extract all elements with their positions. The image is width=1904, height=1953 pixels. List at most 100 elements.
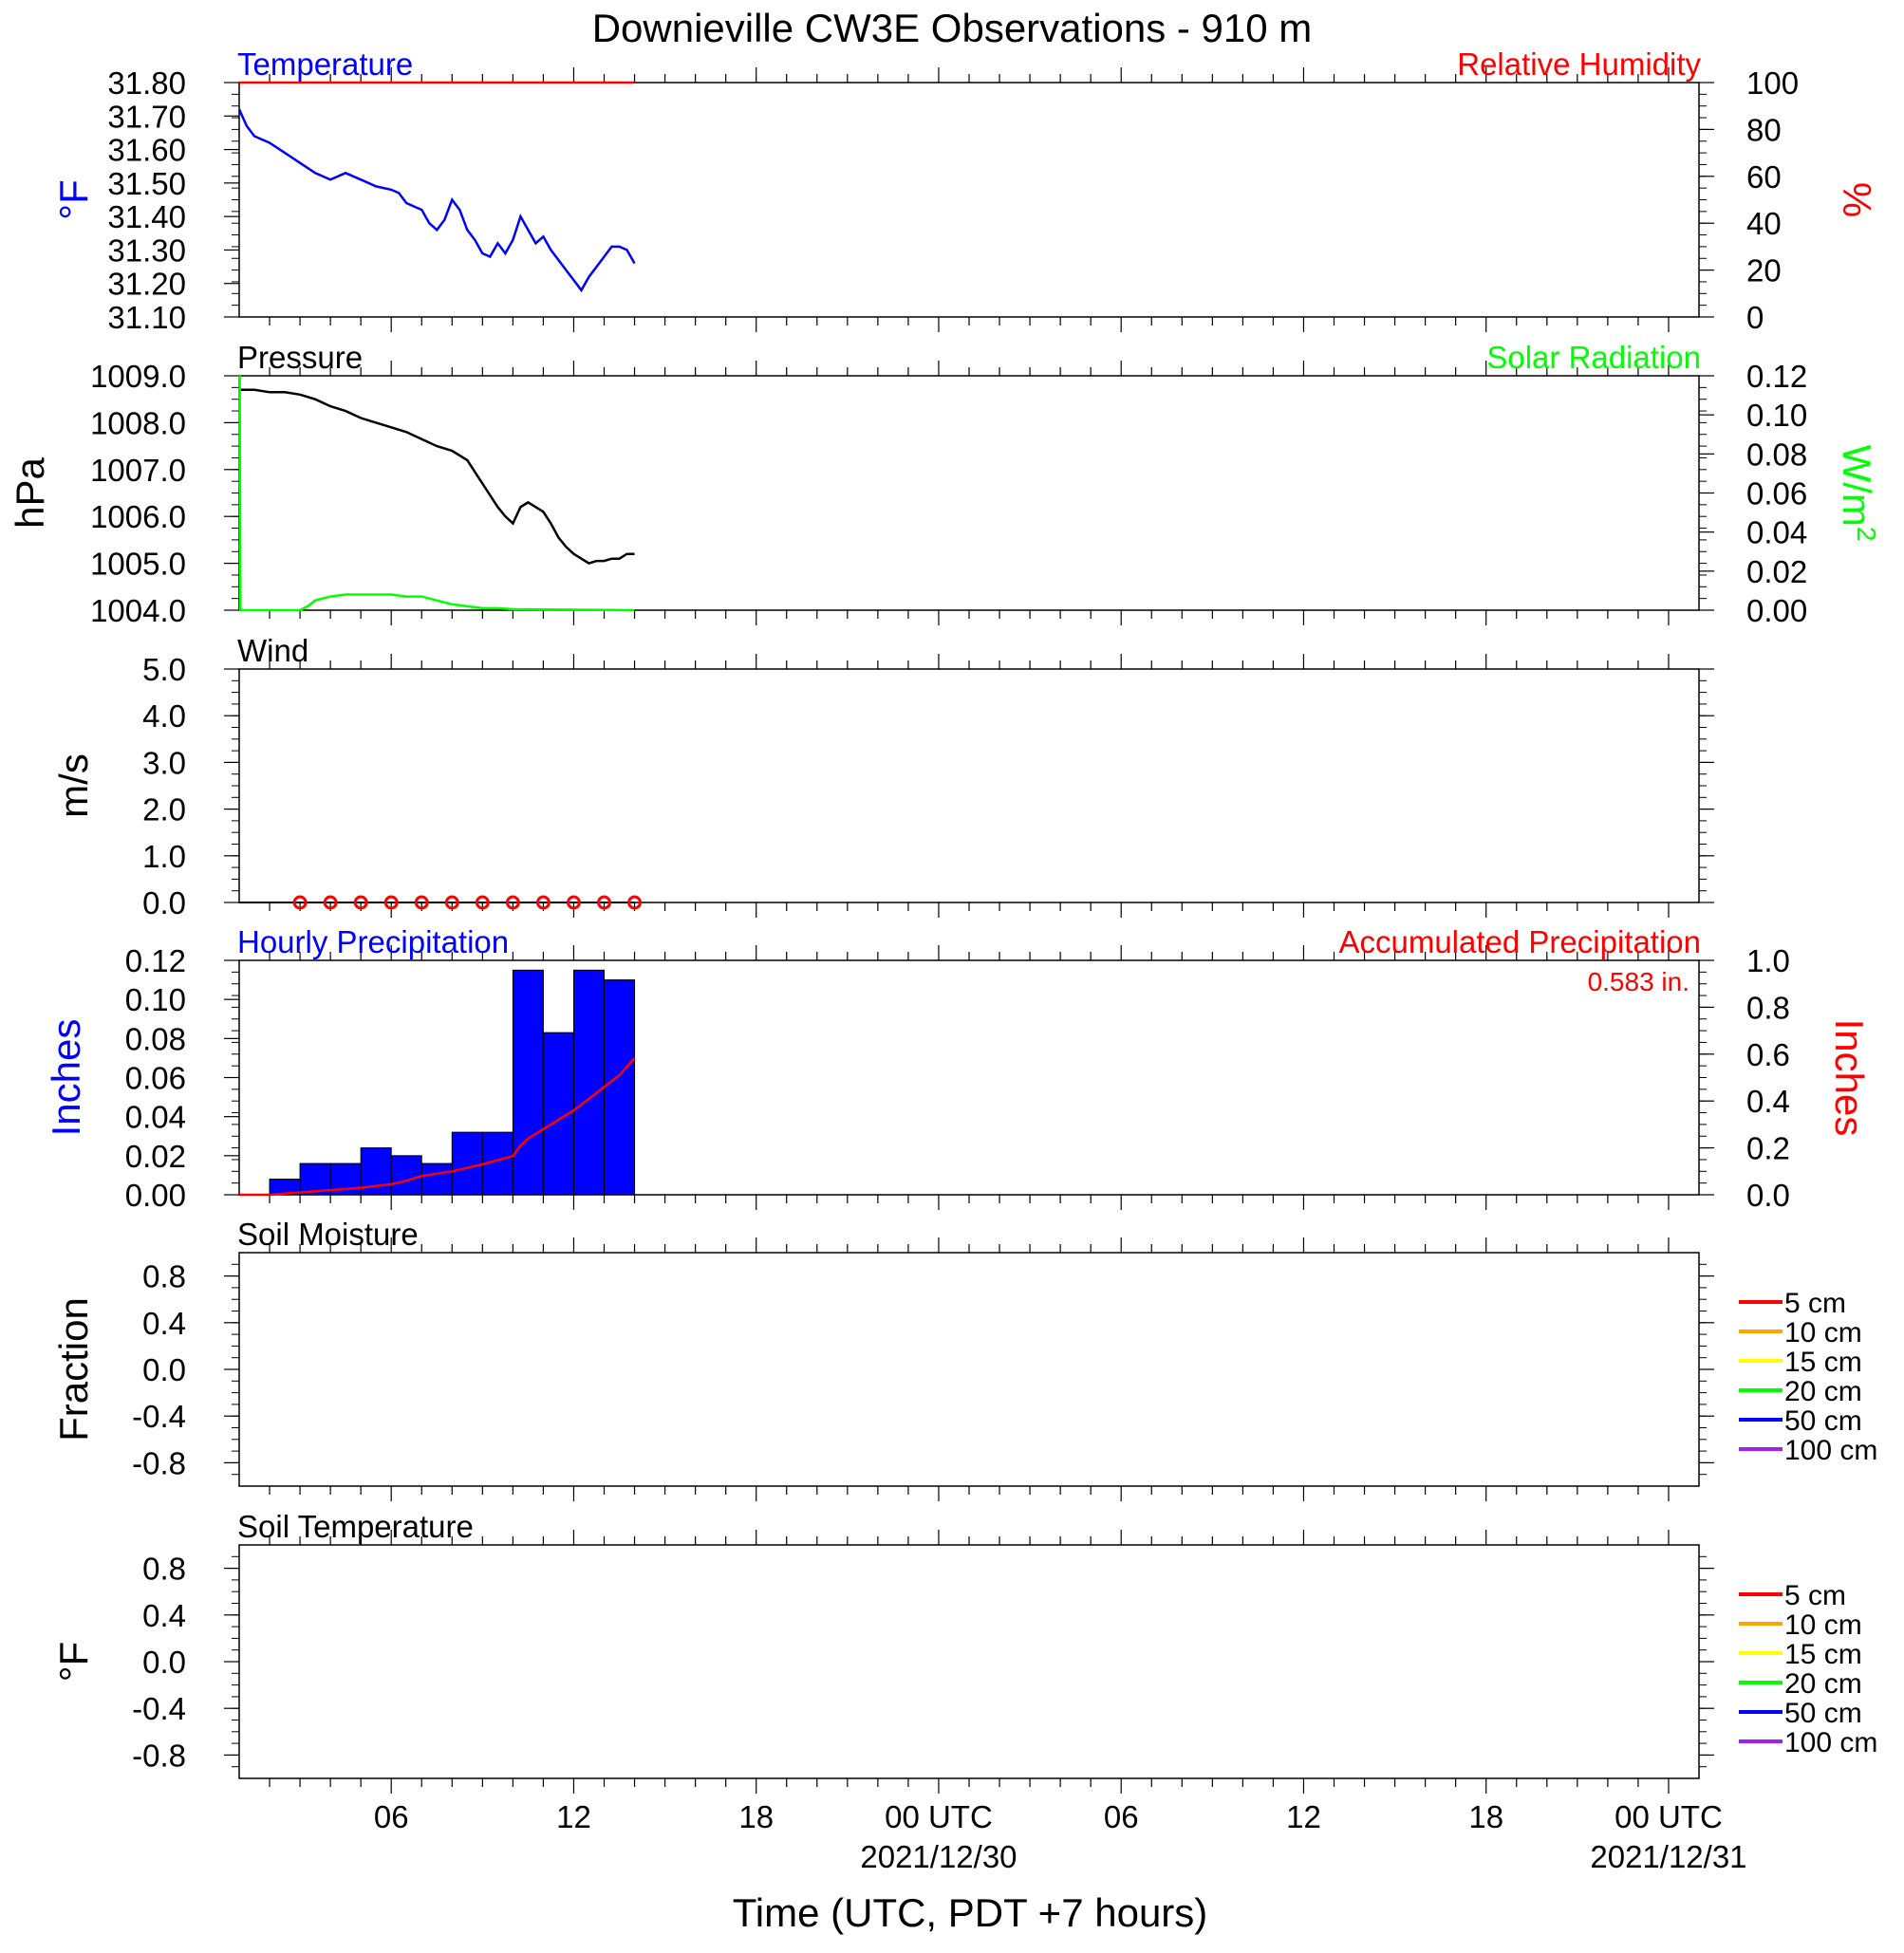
x-tick-label: 06 (1104, 1799, 1139, 1834)
legend-label: 50 cm (1784, 1698, 1862, 1729)
y-tick-label: 0.0 (142, 1645, 186, 1680)
y-tick-label: 1009.0 (90, 359, 186, 394)
y-axis-title-left: °F (51, 1642, 96, 1682)
y-right-tick-label: 0.0 (1746, 1178, 1790, 1213)
x-tick-label: 00 UTC (885, 1799, 993, 1834)
y-axis-title-left: m/s (51, 753, 96, 818)
panel-temperature: 31.8031.7031.6031.5031.4031.3031.2031.10… (51, 46, 1879, 335)
series-line-pressure (239, 388, 635, 565)
y-right-tick-label: 0.06 (1746, 476, 1807, 512)
y-tick-label: -0.8 (132, 1445, 186, 1480)
legend-label: 20 cm (1784, 1376, 1862, 1407)
wind-point (566, 895, 581, 910)
legend-label: 100 cm (1784, 1727, 1877, 1758)
y-tick-label: 3.0 (142, 745, 186, 780)
y-tick-label: 31.10 (107, 300, 186, 335)
precip-bar (604, 979, 636, 1196)
panel-title-right: Solar Radiation (1486, 340, 1701, 375)
precip-bar (420, 1162, 453, 1196)
plot-frame (238, 375, 1700, 611)
panels: 31.8031.7031.6031.5031.4031.3031.2031.10… (8, 46, 1882, 1794)
y-right-tick-label: 40 (1746, 206, 1782, 241)
y-right-tick-label: 0.8 (1746, 990, 1790, 1025)
legend-label: 10 cm (1784, 1317, 1862, 1348)
x-tick-date-label: 2021/12/31 (1590, 1839, 1746, 1874)
legend-label: 100 cm (1784, 1435, 1877, 1466)
precip-bar (390, 1155, 422, 1196)
panel-precipitation: 0.12 0.10 0.08 0.06 0.04 0.02 0.00 1.0 0.8 0.6 0.4… (44, 924, 1872, 1213)
series-line-temperature (237, 108, 636, 293)
plot-frame (238, 1252, 1700, 1487)
y-right-tick-label: 1.0 (1746, 943, 1790, 978)
panel-title-left: Pressure (237, 340, 363, 375)
legend-label: 15 cm (1784, 1347, 1862, 1378)
panel-pressure: 1009.0 1008.0 1007.0 1006.0 1005.0 1004.0 0.12… (8, 340, 1882, 628)
legend-label: 10 cm (1784, 1609, 1862, 1641)
x-axis-labels: 06 12 18 00 UTC 2021/12/30 06 12 18 00 UTC 2021/1… (374, 1799, 1747, 1874)
legend-label: 20 cm (1784, 1668, 1862, 1700)
series-line-accumulated-precipitation (239, 1057, 636, 1197)
y-right-tick-label: 0.04 (1746, 515, 1807, 550)
y-tick-label: 1008.0 (90, 405, 186, 440)
precip-bar (512, 969, 544, 1196)
y-tick-label: 0.4 (142, 1306, 186, 1341)
wind-point (535, 895, 551, 910)
y-tick-label: 0.8 (142, 1259, 186, 1294)
y-tick-label: 31.40 (107, 199, 186, 234)
panel-title-left: Hourly Precipitation (237, 924, 509, 959)
panel-title-left: Soil Temperature (237, 1509, 474, 1544)
y-axis-title-right: Inches (1827, 1019, 1872, 1137)
precip-bar (451, 1131, 483, 1196)
y-tick-label: 1.0 (142, 839, 186, 874)
y-tick-label: 0.0 (142, 885, 186, 921)
wind-point (475, 895, 490, 910)
y-right-tick-label: 20 (1746, 253, 1782, 288)
legend-label: 5 cm (1784, 1288, 1846, 1319)
y-tick-label: 0.00 (125, 1178, 186, 1213)
y-right-tick-label: 0.08 (1746, 437, 1807, 472)
legend-label: 50 cm (1784, 1405, 1862, 1437)
y-tick-label: 1005.0 (90, 547, 186, 582)
y-tick-label: 0.12 (125, 943, 186, 978)
accumulated-total-label: 0.583 in. (1588, 967, 1689, 996)
y-tick-label: -0.4 (132, 1691, 186, 1726)
y-tick-label: -0.8 (132, 1738, 186, 1773)
panel-title-left: Soil Moisture (237, 1217, 419, 1252)
y-tick-label: -0.4 (132, 1399, 186, 1434)
y-axis-title-left: Inches (44, 1019, 88, 1137)
wind-point (627, 895, 643, 910)
y-tick-label: 0.4 (142, 1598, 186, 1633)
plot-frame (238, 82, 1700, 318)
wind-point (292, 895, 308, 910)
x-tick-label: 18 (1468, 1799, 1503, 1834)
y-right-tick-label: 0.00 (1746, 593, 1807, 628)
y-tick-label: 0.04 (125, 1100, 186, 1135)
y-right-tick-label: 0.4 (1746, 1084, 1790, 1119)
series-line-solar-radiation (238, 374, 635, 612)
y-axis-title-left: °F (51, 179, 96, 219)
x-tick-label: 12 (556, 1799, 591, 1834)
y-axis-title-left: Fraction (51, 1297, 96, 1442)
y-right-tick-label: 60 (1746, 159, 1782, 195)
panel-title-left: Wind (237, 633, 308, 668)
wind-point (353, 895, 368, 910)
panel-title-left: Temperature (237, 46, 413, 82)
y-tick-label: 0.06 (125, 1061, 186, 1096)
y-axis-title-left: hPa (8, 456, 52, 528)
panel-soil_moisture: 0.8 0.4 0.0 -0.4 -0.8 Soil Moisture Fraction 5 … (51, 1217, 1877, 1501)
y-tick-label: 31.20 (107, 267, 186, 302)
plot-frame (238, 668, 1700, 903)
y-right-tick-label: 80 (1746, 112, 1782, 147)
y-tick-label: 1006.0 (90, 499, 186, 534)
wind-point (383, 895, 399, 910)
y-tick-label: 31.60 (107, 133, 186, 168)
y-right-tick-label: 0.2 (1746, 1131, 1790, 1166)
y-right-tick-label: 0.02 (1746, 554, 1807, 589)
x-tick-label: 06 (374, 1799, 409, 1834)
y-tick-label: 4.0 (142, 698, 186, 734)
y-tick-label: 0.8 (142, 1552, 186, 1587)
panel-wind: 5.0 4.0 3.0 2.0 1.0 0.0 Wind m/s (51, 633, 1714, 921)
plot-frame (238, 1544, 1700, 1779)
